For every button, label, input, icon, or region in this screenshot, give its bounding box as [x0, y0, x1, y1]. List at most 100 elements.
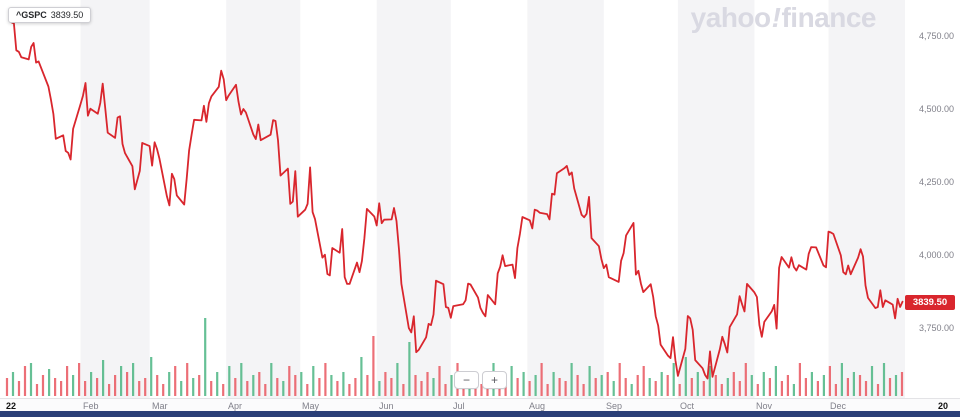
volume-bar — [672, 363, 675, 396]
volume-bar — [54, 378, 57, 396]
volume-bar — [768, 378, 771, 396]
logo-exclamation: ! — [771, 2, 781, 33]
volume-bar — [750, 375, 753, 396]
y-axis-tick-label: 4,500.00 — [918, 104, 954, 114]
volume-bar — [174, 366, 177, 396]
volume-bar — [870, 366, 874, 396]
x-axis-month-label: Oct — [680, 401, 695, 411]
volume-bar — [126, 372, 129, 396]
volume-bar — [84, 381, 87, 396]
volume-bar — [192, 378, 195, 396]
volume-bar — [810, 372, 813, 396]
price-line — [10, 21, 904, 380]
volume-bar — [114, 375, 117, 396]
volume-bar — [29, 363, 33, 396]
volume-bar — [696, 372, 699, 396]
volume-bar — [408, 342, 411, 396]
volume-bar — [528, 381, 531, 396]
volume-bar — [306, 384, 309, 396]
volume-bar — [504, 384, 507, 396]
volume-bar — [17, 381, 21, 396]
volume-bar — [576, 375, 579, 396]
volume-bar — [828, 366, 831, 396]
zoom-controls: − + — [454, 371, 507, 389]
volume-bar — [480, 384, 483, 396]
volume-bar — [72, 375, 75, 396]
volume-bar — [216, 372, 219, 396]
volume-bar — [612, 381, 615, 396]
volume-bar — [852, 372, 855, 396]
volume-bar — [90, 372, 93, 396]
x-axis: 22 Feb Mar Apr May Jun Jul Aug Sep Oct Nov Dec 20 — [0, 398, 960, 412]
volume-bar — [120, 366, 123, 396]
volume-bar — [714, 375, 717, 396]
y-axis-tick-label: 3,750.00 — [918, 323, 954, 333]
volume-bar — [858, 375, 862, 396]
volume-bar — [108, 384, 111, 396]
month-band — [527, 0, 604, 398]
zoom-out-button[interactable]: − — [454, 371, 479, 389]
volume-bar — [510, 366, 513, 396]
volume-bar — [792, 384, 795, 396]
logo-finance-text: finance — [781, 2, 876, 33]
volume-bar — [204, 318, 207, 396]
month-band — [376, 0, 451, 398]
volume-bar — [156, 375, 159, 396]
volume-bar — [600, 375, 603, 396]
tooltip-symbol: ^GSPC — [16, 10, 47, 20]
volume-bar — [264, 384, 267, 396]
volume-bar — [396, 363, 399, 396]
volume-bar — [186, 363, 189, 396]
bottom-navy-bar — [0, 411, 960, 417]
x-axis-month-label: Jun — [379, 401, 394, 411]
y-axis-tick-label: 4,750.00 — [918, 31, 954, 41]
volume-bar — [23, 366, 27, 396]
zoom-in-button[interactable]: + — [482, 371, 507, 389]
volume-bar — [570, 363, 573, 396]
x-axis-year-label: 22 — [6, 401, 17, 411]
volume-bar — [546, 384, 549, 396]
volume-bar — [630, 384, 633, 396]
yahoo-finance-logo: yahoo!finance — [691, 2, 877, 34]
volume-bar — [744, 363, 747, 396]
volume-bar — [624, 378, 627, 396]
volume-bar — [228, 366, 231, 396]
volume-bar — [312, 366, 315, 396]
month-band — [226, 0, 301, 398]
volume-bar — [384, 372, 387, 396]
volume-bar — [684, 357, 687, 396]
volume-bar — [348, 384, 351, 396]
volume-bar — [594, 378, 597, 396]
volume-bar — [534, 375, 537, 396]
volume-bar — [552, 372, 555, 396]
volume-bar — [168, 372, 171, 396]
volume-bar — [222, 384, 225, 396]
volume-bar — [558, 378, 561, 396]
volume-bar — [60, 381, 63, 396]
volume-bar — [726, 378, 729, 396]
x-axis-month-label: Sep — [606, 401, 623, 411]
volume-bar — [78, 363, 81, 396]
volume-bar — [234, 378, 237, 396]
x-axis-month-label: Feb — [83, 401, 99, 411]
volume-bar — [894, 375, 898, 396]
volume-bar — [582, 384, 585, 396]
volume-bar — [246, 381, 249, 396]
volume-bar — [900, 372, 904, 396]
x-axis-month-label: Nov — [756, 401, 773, 411]
volume-bar — [774, 366, 777, 396]
volume-bar — [132, 363, 135, 396]
volume-bar — [294, 375, 297, 396]
volume-bar — [654, 381, 657, 396]
volume-bar — [648, 378, 651, 396]
volume-bar — [300, 372, 303, 396]
volume-bar — [882, 363, 886, 396]
volume-bar — [330, 375, 333, 396]
x-axis-month-label: Apr — [228, 401, 243, 411]
volume-bar — [96, 378, 99, 396]
volume-bar — [702, 381, 705, 396]
volume-bar — [180, 381, 183, 396]
volume-bar — [150, 357, 153, 396]
x-axis-year-label: 20 — [938, 401, 949, 411]
